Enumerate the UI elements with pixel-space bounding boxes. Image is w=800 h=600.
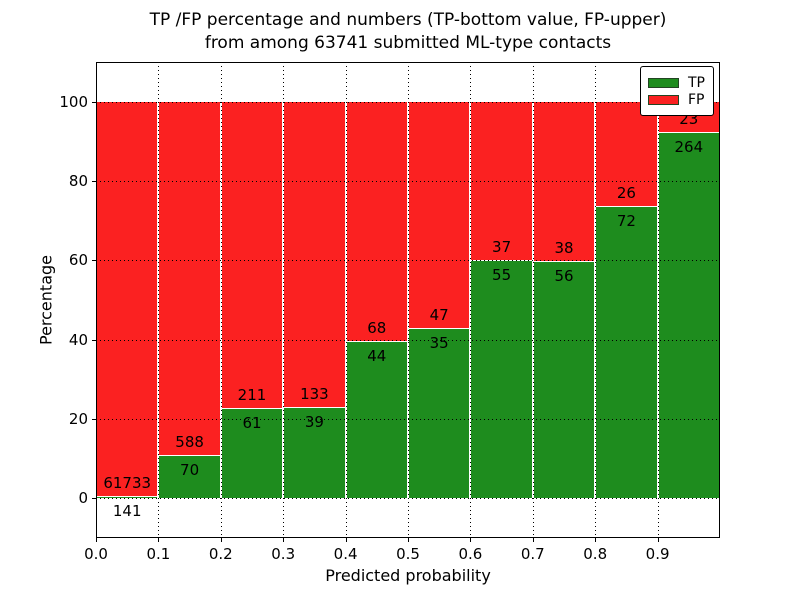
fp-color-swatch <box>648 94 679 105</box>
legend-entry-tp: TP <box>648 75 706 90</box>
x-tick-0.4 <box>345 538 347 542</box>
x-tick-label-0.8: 0.8 <box>583 545 608 563</box>
x-tick-label-0.2: 0.2 <box>208 545 233 563</box>
x-tick-label-0.5: 0.5 <box>396 545 420 563</box>
x-tick-label-0.3: 0.3 <box>271 545 296 563</box>
legend-entry-fp: FP <box>648 92 706 107</box>
y-tick-label-100: 100 <box>59 92 88 111</box>
x-tick-0.0 <box>96 538 97 542</box>
tp-color-swatch <box>648 77 679 88</box>
legend-label-tp: TP <box>688 74 705 91</box>
x-tick-0.2 <box>220 538 222 542</box>
y-axis-label: Percentage <box>36 254 56 346</box>
legend-label-fp: FP <box>688 91 705 108</box>
chart-title-line1: TP /FP percentage and numbers (TP-bottom… <box>149 10 667 30</box>
x-tick-0.3 <box>283 538 285 542</box>
x-tick-label-0.0: 0.0 <box>84 545 108 563</box>
x-tick-0.1 <box>158 538 160 542</box>
y-tick-label-80: 80 <box>68 172 88 190</box>
x-tick-label-0.9: 0.9 <box>645 545 670 563</box>
legend: TP FP <box>640 66 714 116</box>
chart-title: TP /FP percentage and numbers (TP-bottom… <box>96 9 720 55</box>
x-tick-0.5 <box>408 538 409 542</box>
y-tick-label-20: 20 <box>68 410 88 428</box>
x-tick-label-0.1: 0.1 <box>146 545 171 563</box>
x-tick-0.8 <box>595 538 597 542</box>
y-tick-label-0: 0 <box>78 489 88 508</box>
x-axis-label: Predicted probability <box>325 566 491 585</box>
x-tick-label-0.6: 0.6 <box>458 545 483 563</box>
x-tick-label-0.4: 0.4 <box>333 545 358 563</box>
x-tick-0.7 <box>532 538 534 542</box>
x-tick-label-0.7: 0.7 <box>520 545 545 563</box>
plot-area <box>96 62 720 538</box>
chart-title-line2: from among 63741 submitted ML-type conta… <box>204 33 612 53</box>
x-tick-0.6 <box>470 538 472 542</box>
x-tick-0.9 <box>657 538 659 542</box>
